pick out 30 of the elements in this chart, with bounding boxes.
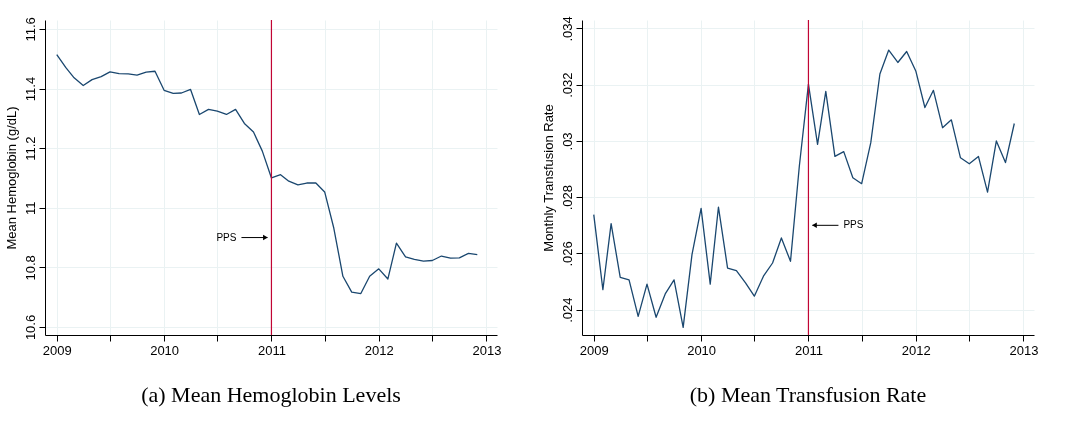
x-tick-label: 2009 — [42, 342, 72, 358]
text: (b) Mean Transfusion Rate — [689, 382, 927, 407]
x-tick-label: 2012 — [901, 342, 931, 358]
y-tick-label: 11.2 — [22, 136, 38, 161]
y-tick-label: .026 — [559, 241, 575, 267]
y-tick-label: 11 — [22, 201, 38, 215]
text: (a) Mean Hemoglobin Levels — [141, 382, 401, 407]
y-tick-label: 11.4 — [22, 76, 38, 102]
x-tick-label: 2012 — [364, 342, 394, 358]
x-tick-label: 2010 — [687, 342, 717, 358]
x-tick-label: 2013 — [472, 342, 502, 358]
x-tick-label: 2011 — [794, 342, 823, 358]
line-series — [593, 49, 1015, 329]
y-tick-label: 10.6 — [22, 314, 38, 341]
annotation: PPS — [843, 219, 864, 231]
x-tick-label: 2011 — [257, 342, 286, 358]
y-tick-label: .032 — [559, 72, 575, 98]
x-tick-label: 2013 — [1009, 342, 1039, 358]
y-axis-title: Monthly Transfusion Rate — [540, 104, 556, 252]
y-axis-title: Mean Hemoglobin (g/dL) — [3, 106, 19, 250]
y-tick-label: 10.8 — [22, 255, 38, 281]
x-tick-label: 2009 — [579, 342, 609, 358]
x-tick-label: 2010 — [150, 342, 180, 358]
y-tick-label: .034 — [559, 16, 575, 42]
y-tick-label: .024 — [559, 297, 575, 323]
line-series — [56, 53, 478, 295]
y-tick-label: .03 — [559, 132, 575, 151]
y-tick-label: 11.6 — [22, 17, 38, 42]
y-tick-label: .028 — [559, 185, 575, 211]
annotation: PPS — [216, 231, 237, 243]
